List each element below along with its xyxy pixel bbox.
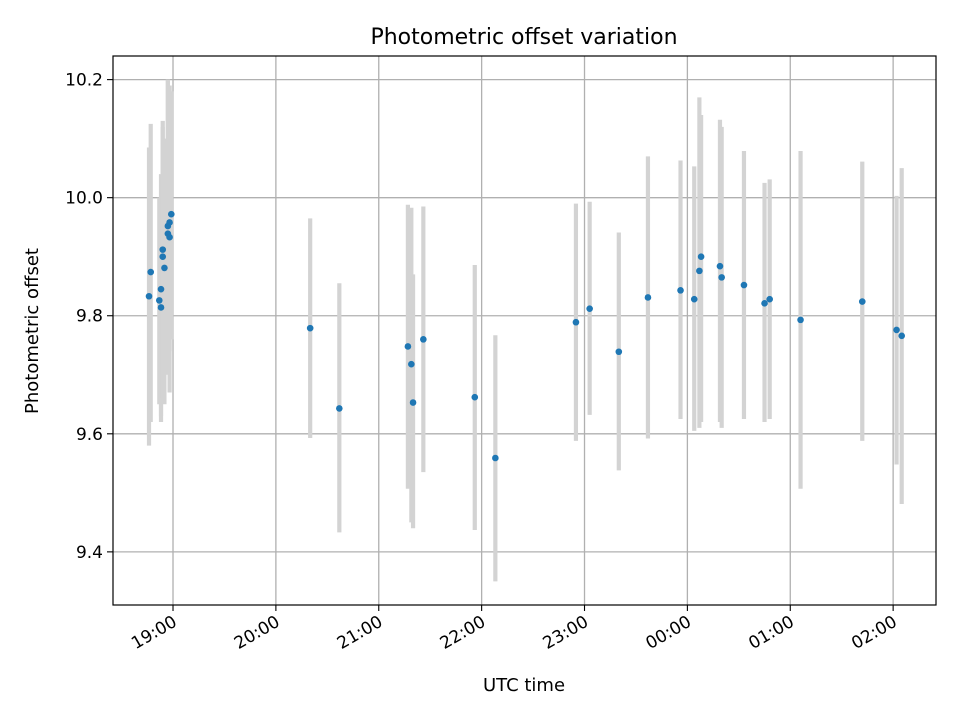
x-axis-label: UTC time xyxy=(483,675,565,696)
data-point xyxy=(740,281,748,289)
data-point xyxy=(893,326,900,334)
data-point xyxy=(145,292,153,300)
x-tick-label: 00:00 xyxy=(642,612,694,654)
y-tick-label: 9.4 xyxy=(76,543,103,563)
y-tick-label: 10.2 xyxy=(65,71,103,91)
data-point xyxy=(409,399,417,406)
data-point xyxy=(161,264,168,272)
data-point xyxy=(420,336,427,343)
data-point xyxy=(797,316,804,324)
x-tick-label: 01:00 xyxy=(745,612,797,654)
data-point xyxy=(157,304,165,311)
axis-ticks: 19:00 20:00 21:00 22:00 23:00 00:00 01:00 02:00… xyxy=(65,71,900,654)
data-point xyxy=(492,454,499,462)
data-point xyxy=(572,318,580,326)
data-point xyxy=(159,253,167,261)
data-point xyxy=(858,298,866,305)
data-point xyxy=(159,246,167,253)
data-point xyxy=(404,343,412,350)
y-tick-label: 10.0 xyxy=(65,189,103,209)
data-point xyxy=(718,274,725,281)
data-point xyxy=(166,233,173,241)
data-point xyxy=(167,210,175,218)
x-tick-label: 21:00 xyxy=(334,612,386,654)
data-point xyxy=(157,285,165,293)
y-tick-label: 9.6 xyxy=(76,425,103,445)
data-points xyxy=(145,210,906,462)
data-point xyxy=(761,300,768,307)
data-point xyxy=(716,262,724,270)
x-tick-label: 23:00 xyxy=(540,612,592,654)
data-point xyxy=(898,332,906,340)
grid xyxy=(113,56,936,605)
data-point xyxy=(155,297,163,304)
data-point xyxy=(586,305,593,312)
y-axis-label: Photometric offset xyxy=(22,248,43,414)
x-tick-label: 02:00 xyxy=(848,612,900,654)
data-point xyxy=(336,405,343,412)
data-point xyxy=(766,295,773,303)
error-bars xyxy=(146,79,904,582)
data-point xyxy=(696,267,703,275)
chart-title: Photometric offset variation xyxy=(370,25,677,50)
data-point xyxy=(644,294,652,301)
data-point xyxy=(697,253,705,261)
plot-frame xyxy=(112,55,937,606)
data-point xyxy=(147,268,155,276)
data-point xyxy=(690,295,698,303)
data-point xyxy=(306,324,314,332)
data-point xyxy=(166,219,173,226)
x-tick-label: 19:00 xyxy=(128,612,180,654)
y-tick-label: 9.8 xyxy=(76,307,103,327)
x-tick-label: 20:00 xyxy=(231,612,283,654)
data-point xyxy=(408,360,415,368)
data-point xyxy=(471,393,479,401)
data-point xyxy=(615,348,623,356)
data-point xyxy=(677,287,684,294)
x-tick-label: 22:00 xyxy=(437,612,489,654)
